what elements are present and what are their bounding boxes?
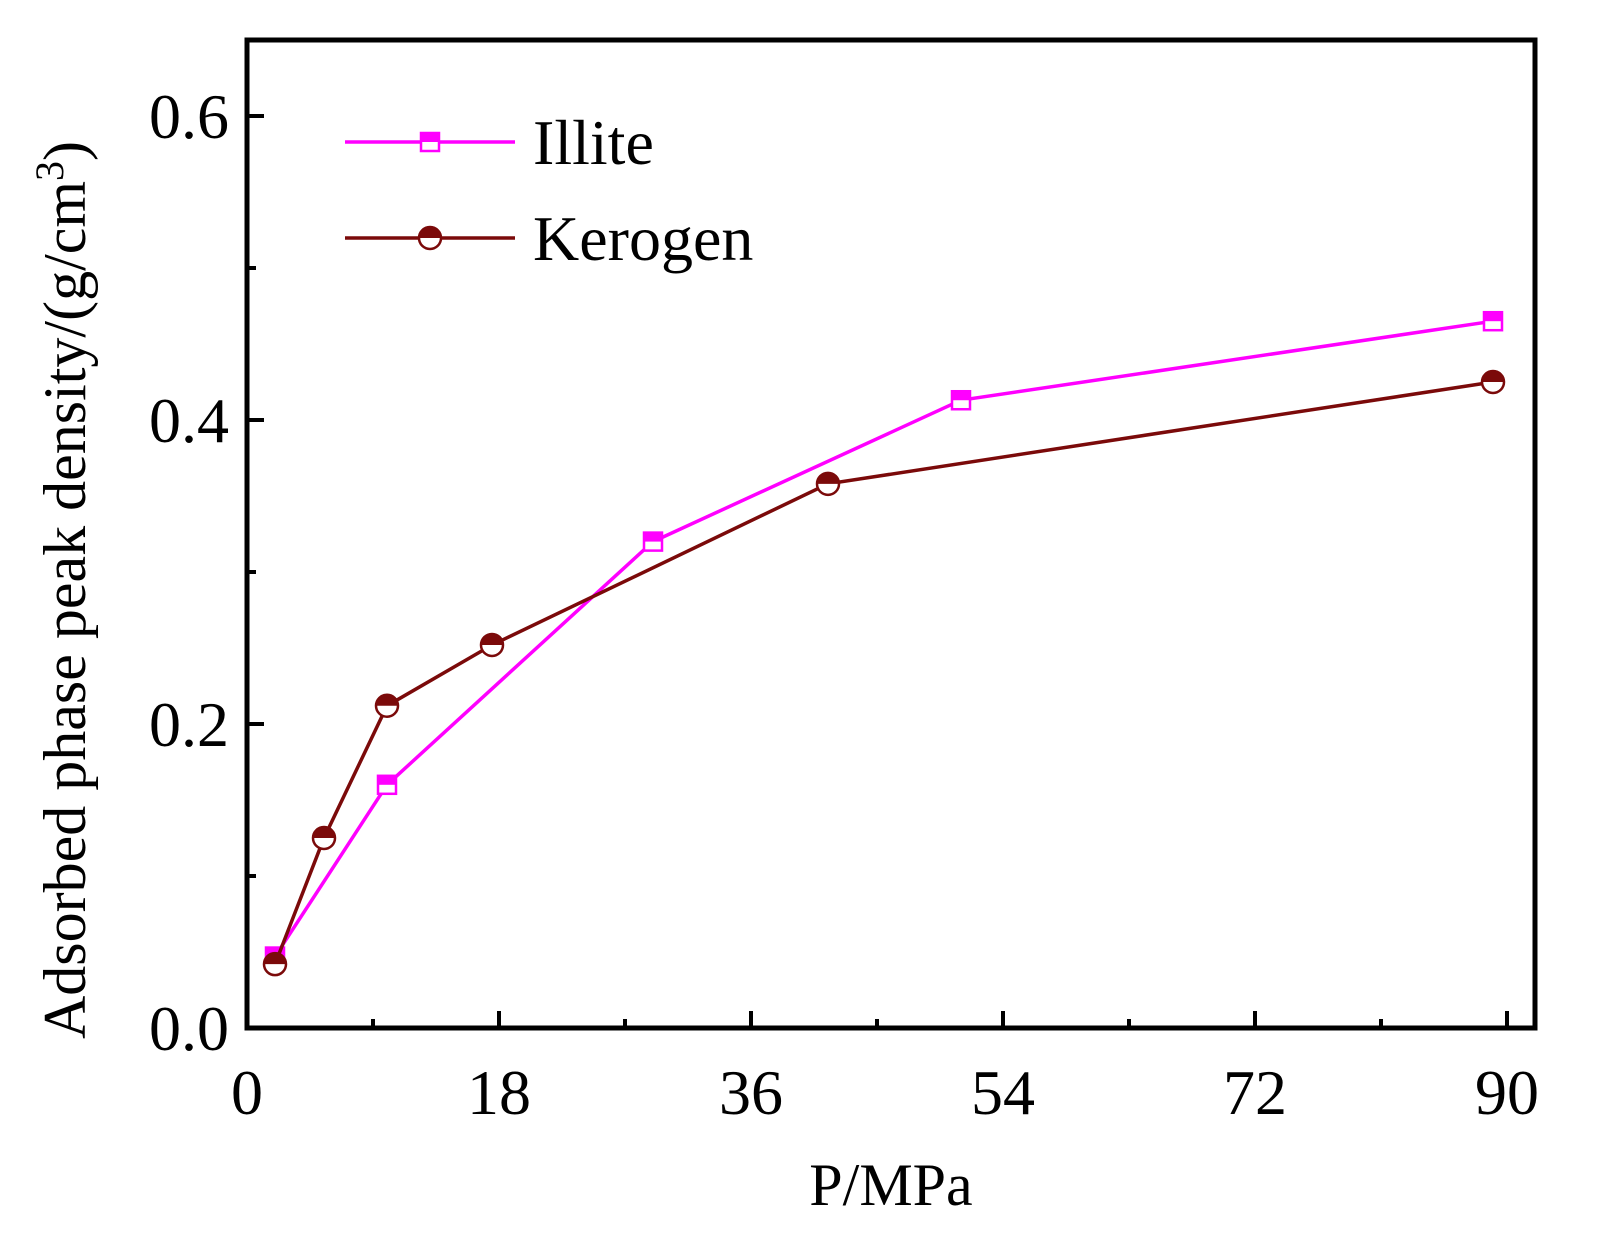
legend-label: Illite	[533, 107, 654, 178]
series-kerogen	[262, 369, 1506, 977]
x-tick-label: 0	[231, 1057, 263, 1128]
x-tick-label: 18	[467, 1057, 531, 1128]
y-axis-title-text: Adsorbed phase peak density/(g/cm	[32, 181, 98, 1039]
legend-item-illite: Illite	[345, 107, 654, 178]
data-point-illite	[642, 531, 664, 552]
y-tick-label: 0.2	[149, 689, 229, 760]
ticks-layer: 0 18 36 54 72 90 0.0 0.2 0.4 0.6	[149, 81, 1539, 1128]
data-point-kerogen	[311, 825, 337, 851]
y-tick-label: 0.6	[149, 81, 229, 152]
legend-item-kerogen: Kerogen	[345, 203, 753, 274]
x-tick-label: 72	[1223, 1057, 1287, 1128]
data-point-illite	[1482, 310, 1504, 332]
data-point-kerogen	[479, 632, 505, 658]
y-axis-title: Adsorbed phase peak density/(g/cm3)	[27, 141, 98, 1039]
series-line-kerogen	[273, 380, 1494, 965]
x-axis-title: P/MPa	[809, 1152, 972, 1218]
data-point-kerogen	[1480, 369, 1506, 395]
data-point-kerogen	[815, 471, 841, 497]
y-tick-label: 0.4	[149, 385, 229, 456]
x-tick-label: 36	[719, 1057, 783, 1128]
series-layer	[262, 310, 1506, 977]
data-point-kerogen	[262, 951, 288, 977]
x-tick-label: 90	[1475, 1057, 1539, 1128]
plot-frame	[244, 37, 1538, 1031]
y-tick-label: 0.0	[149, 993, 229, 1064]
y-axis-title-superscript: 3	[27, 161, 72, 181]
legend-marker	[417, 225, 443, 251]
data-point-illite	[950, 389, 972, 411]
y-axis-title-close: )	[32, 141, 98, 161]
legend: Illite Kerogen	[345, 107, 753, 274]
x-tick-label: 54	[971, 1057, 1035, 1128]
data-point-illite	[376, 774, 398, 796]
legend-marker	[419, 131, 441, 153]
legend-label: Kerogen	[533, 203, 753, 274]
data-point-kerogen	[374, 693, 400, 719]
